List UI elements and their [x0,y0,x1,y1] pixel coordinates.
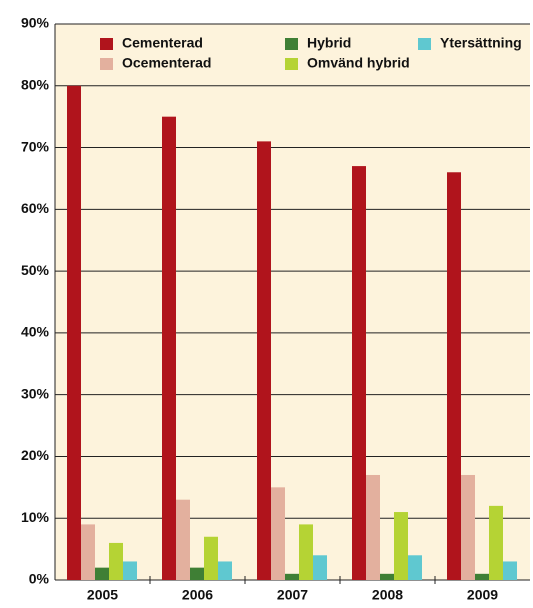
legend-label: Hybrid [307,35,351,51]
y-tick-label: 10% [21,509,50,525]
legend-swatch [100,38,113,50]
y-tick-label: 20% [21,447,50,463]
y-tick-label: 70% [21,138,50,154]
y-tick-label: 90% [21,15,50,31]
bar [81,524,95,580]
x-tick-label: 2005 [87,587,118,603]
y-tick-label: 50% [21,262,50,278]
bar [313,555,327,580]
bar [366,474,380,580]
y-tick-label: 30% [21,385,50,401]
bar [352,166,366,581]
y-tick-label: 40% [21,324,50,340]
legend-swatch [285,58,298,70]
bar [190,567,204,580]
bar [408,555,422,580]
bar [257,141,271,580]
legend-swatch [100,58,113,70]
bar [67,85,81,581]
bar [109,542,123,580]
bar [447,172,461,580]
legend-label: Cementerad [122,35,203,51]
legend-swatch [418,38,431,50]
x-tick-label: 2007 [277,587,308,603]
legend-label: Ocementerad [122,55,211,71]
bar [461,474,475,580]
legend-label: Omvänd hybrid [307,55,410,71]
bar [489,505,503,580]
bar [503,561,517,580]
legend-label: Ytersättning [440,35,522,51]
y-tick-label: 80% [21,76,50,92]
bar [475,573,489,580]
bar [380,573,394,580]
bar [218,561,232,580]
bar [204,536,218,580]
bar [271,487,285,580]
bar [285,573,299,580]
x-tick-label: 2009 [467,587,498,603]
bar [162,116,176,581]
bar [176,499,190,580]
bar [394,512,408,580]
bar [123,561,137,580]
y-tick-label: 0% [29,571,50,587]
bar [95,567,109,580]
legend-swatch [285,38,298,50]
bar [299,524,313,580]
y-tick-label: 60% [21,200,50,216]
x-tick-label: 2008 [372,587,403,603]
x-tick-label: 2006 [182,587,213,603]
